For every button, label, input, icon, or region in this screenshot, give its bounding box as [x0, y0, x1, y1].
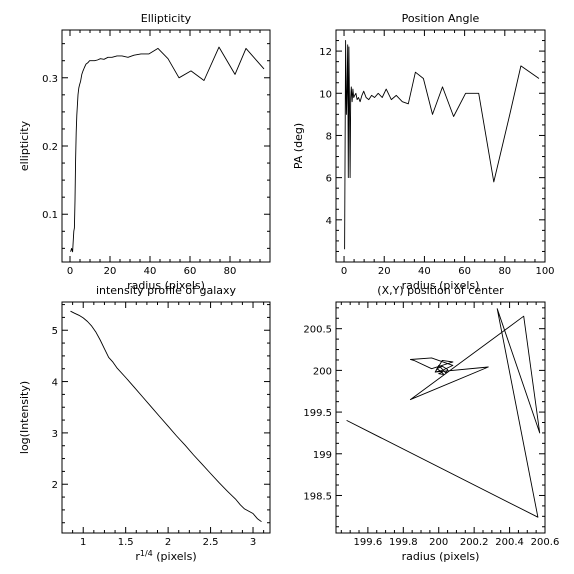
series-line-1	[70, 310, 262, 523]
y-tick-label: 2	[52, 480, 58, 491]
y-tick-label: 199	[313, 450, 332, 461]
y-axis-label: PA (deg)	[292, 123, 305, 169]
y-tick-label: 0.2	[42, 142, 58, 153]
series-line-1	[70, 46, 265, 253]
x-tick-label: 80	[224, 266, 237, 277]
x-tick-label: 2	[165, 537, 171, 548]
x-tick-label: 200.6	[531, 537, 560, 548]
x-tick-label: 0	[67, 266, 73, 277]
series-line-1	[344, 40, 540, 250]
chart-panel-2: 0 20 40 60 80 100 4 6 8 10 12 Position Angle radius …	[292, 12, 555, 292]
x-tick-label: 60	[458, 266, 471, 277]
x-tick-label: 0	[341, 266, 347, 277]
series-line-1	[346, 308, 541, 518]
x-tick-label: 80	[498, 266, 511, 277]
y-tick-label: 4	[52, 378, 58, 389]
x-tick-label: 3	[250, 537, 256, 548]
x-axis-label: r1/4 (pixels)	[135, 549, 196, 563]
chart-title: Position Angle	[402, 12, 480, 25]
y-tick-label: 4	[326, 216, 332, 227]
y-tick-label: 5	[52, 326, 58, 337]
x-tick-label: 200.2	[460, 537, 489, 548]
y-tick-label: 10	[319, 89, 332, 100]
y-axis-label: log(Intensity)	[18, 381, 31, 454]
y-tick-label: 12	[319, 47, 332, 58]
chart-panel-4: 199.6 199.8 200 200.2 200.4 200.6 198.5 199 199.…	[303, 284, 559, 563]
x-tick-label: 60	[184, 266, 197, 277]
chart-title: (X,Y) position of center	[377, 284, 504, 297]
x-tick-label: 200	[429, 537, 448, 548]
chart-title: Ellipticity	[141, 12, 192, 25]
y-tick-label: 8	[326, 131, 332, 142]
chart-panel-3: 1 1.5 2 2.5 3 2 3 4 5 intensity profile of galaxy…	[18, 284, 271, 563]
y-tick-label: 0.1	[42, 210, 58, 221]
x-tick-label: 20	[104, 266, 117, 277]
y-tick-label: 199.5	[303, 408, 332, 419]
x-tick-label: 40	[144, 266, 157, 277]
y-axis-label: ellipticity	[18, 120, 31, 171]
y-tick-label: 200.5	[303, 325, 332, 336]
plot-frame	[335, 301, 546, 534]
x-tick-label: 199.6	[354, 537, 383, 548]
x-tick-label: 2.5	[203, 537, 219, 548]
x-axis-label: radius (pixels)	[402, 550, 480, 563]
y-tick-label: 0.3	[42, 74, 58, 85]
y-tick-label: 6	[326, 174, 332, 185]
x-tick-label: 200.4	[495, 537, 524, 548]
x-tick-label: 1.5	[118, 537, 134, 548]
x-axis-label: radius (pixels)	[402, 279, 480, 292]
chart-title: intensity profile of galaxy	[96, 284, 237, 297]
y-tick-label: 3	[52, 429, 58, 440]
x-tick-label: 199.8	[389, 537, 418, 548]
y-tick-label: 198.5	[303, 491, 332, 502]
x-tick-label: 40	[418, 266, 431, 277]
x-tick-label: 1	[80, 537, 86, 548]
chart-panel-1: 0 20 40 60 80 0.1 0.2 0.3 Ellipticity radius (pix…	[18, 12, 271, 292]
plot-frame	[61, 301, 271, 534]
plot-frame	[335, 29, 546, 263]
x-tick-label: 20	[378, 266, 391, 277]
x-tick-label: 100	[535, 266, 554, 277]
x-axis-label: radius (pixels)	[127, 279, 205, 292]
y-tick-label: 200	[313, 366, 332, 377]
